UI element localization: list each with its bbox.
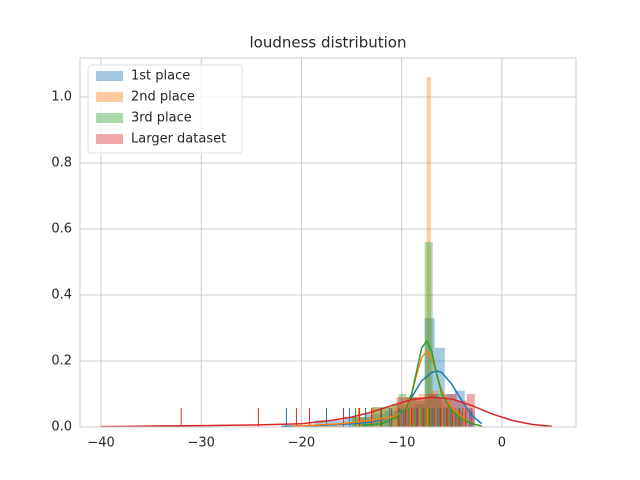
legend-box xyxy=(87,64,243,154)
hist-bar xyxy=(436,397,447,427)
hist-bar xyxy=(424,318,435,427)
x-tick-label: 0 xyxy=(498,436,506,451)
kde-line xyxy=(101,396,553,428)
y-tick-label: 0.2 xyxy=(51,353,72,368)
hist-bar xyxy=(466,393,475,427)
y-tick-label: 0.6 xyxy=(51,221,72,236)
legend-label: 2nd place xyxy=(131,90,195,105)
legend-label: 3rd place xyxy=(131,111,192,126)
x-tick-label: −30 xyxy=(188,436,215,451)
x-tick-label: −20 xyxy=(288,436,315,451)
legend-label: Larger dataset xyxy=(131,132,226,147)
hist-bar xyxy=(438,400,452,427)
hist-bar xyxy=(418,393,427,427)
hist-bar xyxy=(456,400,467,427)
hist-bar xyxy=(432,393,442,427)
legend-swatch xyxy=(96,113,123,123)
y-tick-label: 0.8 xyxy=(51,155,72,170)
chart-title: loudness distribution xyxy=(250,34,407,52)
hist-bar xyxy=(424,242,433,427)
plot-frame xyxy=(79,57,577,428)
x-tick-label: −10 xyxy=(388,436,415,451)
hist-bar xyxy=(451,413,462,427)
y-tick-label: 1.0 xyxy=(51,89,72,104)
legend-swatch xyxy=(96,134,123,144)
hist-bar xyxy=(426,77,431,427)
hist-bar xyxy=(416,400,425,427)
legend-swatch xyxy=(96,92,123,102)
y-tick-label: 0.0 xyxy=(51,420,72,435)
hist-bar xyxy=(404,407,415,427)
kde-line xyxy=(291,349,482,428)
kde-line xyxy=(361,339,482,427)
hist-bar xyxy=(444,393,455,427)
kde-line xyxy=(281,370,483,428)
legend-label: 1st place xyxy=(131,69,190,84)
hist-bar xyxy=(406,397,419,427)
y-tick-label: 0.4 xyxy=(51,287,72,302)
x-tick-label: −40 xyxy=(87,436,114,451)
legend-swatch xyxy=(96,71,123,81)
